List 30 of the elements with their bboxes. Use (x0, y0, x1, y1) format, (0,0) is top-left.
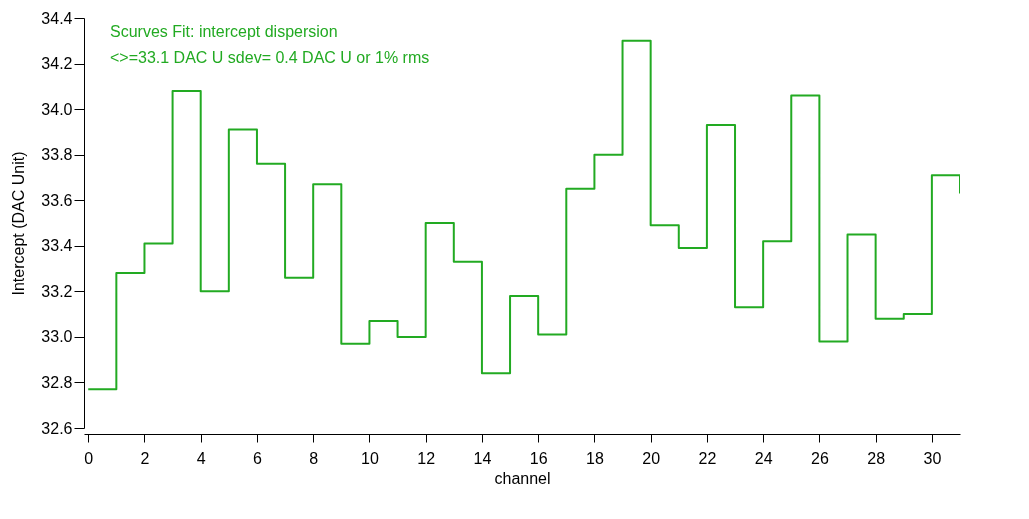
x-tick-label: 28 (867, 449, 886, 467)
x-tick-label: 2 (140, 449, 150, 467)
y-tick-label: 33.6 (41, 191, 73, 209)
y-tick-label: 33.4 (41, 237, 73, 255)
x-tick-label: 26 (810, 449, 829, 467)
x-tick-label: 14 (473, 449, 492, 467)
y-tick-label: 32.8 (41, 373, 73, 391)
y-tick-label: 33.8 (41, 146, 73, 164)
x-tick-label: 20 (642, 449, 661, 467)
x-axis-title: channel (494, 469, 551, 487)
y-tick-label: 34.2 (41, 55, 73, 73)
x-tick-label: 4 (196, 449, 206, 467)
x-tick-label: 22 (698, 449, 717, 467)
x-tick-label: 10 (361, 449, 379, 467)
y-tick-label: 33.0 (41, 328, 73, 346)
annotation: Scurves Fit: intercept dispersion (110, 23, 338, 40)
x-tick-label: 6 (253, 449, 262, 467)
x-tick-label: 24 (754, 449, 773, 467)
y-tick-label: 33.2 (41, 282, 73, 300)
x-tick-label: 18 (586, 449, 604, 467)
y-tick-label: 34.0 (41, 100, 73, 118)
x-tick-label: 0 (84, 449, 94, 467)
x-tick-label: 30 (923, 449, 942, 467)
y-tick-label: 34.4 (41, 9, 73, 27)
x-tick-label: 16 (529, 449, 548, 467)
y-axis-title: Intercept (DAC Unit) (10, 151, 28, 296)
x-tick-label: 12 (417, 449, 436, 467)
x-tick-label: 8 (309, 449, 319, 467)
y-tick-label: 32.6 (41, 419, 73, 437)
annotation: <>=33.1 DAC U sdev= 0.4 DAC U or 1% rms (110, 49, 430, 66)
